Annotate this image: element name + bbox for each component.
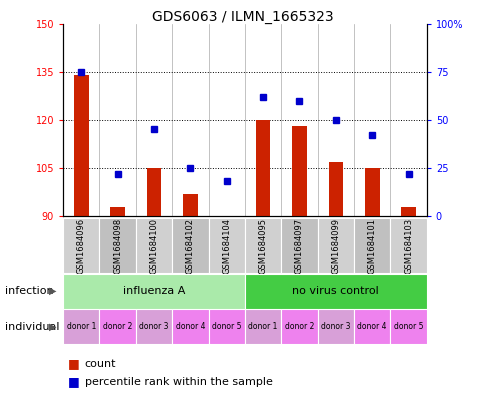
Text: GSM1684095: GSM1684095 — [258, 218, 267, 274]
Text: donor 3: donor 3 — [139, 322, 168, 331]
Text: GSM1684102: GSM1684102 — [185, 218, 195, 274]
Text: ■: ■ — [68, 357, 79, 370]
Bar — [172, 309, 208, 344]
Text: infection: infection — [5, 286, 53, 296]
Bar — [353, 218, 390, 273]
Bar — [208, 218, 244, 273]
Bar — [291, 126, 306, 216]
Text: GDS6063 / ILMN_1665323: GDS6063 / ILMN_1665323 — [151, 10, 333, 24]
Bar — [63, 218, 99, 273]
Text: percentile rank within the sample: percentile rank within the sample — [85, 377, 272, 387]
Bar — [110, 207, 125, 216]
Bar — [136, 309, 172, 344]
Bar — [146, 168, 161, 216]
Text: GSM1684099: GSM1684099 — [331, 218, 340, 274]
Bar — [99, 309, 136, 344]
Bar — [63, 274, 244, 309]
Bar — [390, 309, 426, 344]
Text: donor 2: donor 2 — [284, 322, 314, 331]
Bar — [401, 207, 415, 216]
Text: donor 1: donor 1 — [66, 322, 96, 331]
Bar — [208, 309, 244, 344]
Bar — [364, 168, 378, 216]
Text: ▶: ▶ — [48, 286, 56, 296]
Text: GSM1684100: GSM1684100 — [149, 218, 158, 274]
Bar — [328, 162, 342, 216]
Text: donor 5: donor 5 — [393, 322, 423, 331]
Bar — [172, 218, 208, 273]
Bar — [256, 120, 270, 216]
Bar — [390, 218, 426, 273]
Text: GSM1684098: GSM1684098 — [113, 218, 122, 274]
Bar — [281, 309, 317, 344]
Text: GSM1684104: GSM1684104 — [222, 218, 231, 274]
Bar — [136, 218, 172, 273]
Bar — [353, 309, 390, 344]
Bar — [281, 218, 317, 273]
Bar — [317, 218, 353, 273]
Text: GSM1684096: GSM1684096 — [76, 218, 86, 274]
Text: GSM1684097: GSM1684097 — [294, 218, 303, 274]
Text: individual: individual — [5, 321, 59, 332]
Text: ▶: ▶ — [48, 321, 56, 332]
Bar — [317, 309, 353, 344]
Text: no virus control: no virus control — [292, 286, 378, 296]
Bar — [63, 309, 99, 344]
Text: donor 4: donor 4 — [357, 322, 386, 331]
Bar — [99, 218, 136, 273]
Text: donor 2: donor 2 — [103, 322, 132, 331]
Text: donor 1: donor 1 — [248, 322, 277, 331]
Bar — [74, 75, 89, 216]
Bar — [182, 194, 197, 216]
Text: ■: ■ — [68, 375, 79, 389]
Bar — [244, 218, 281, 273]
Text: count: count — [85, 358, 116, 369]
Text: donor 4: donor 4 — [175, 322, 205, 331]
Bar — [244, 309, 281, 344]
Bar — [244, 274, 426, 309]
Text: influenza A: influenza A — [122, 286, 185, 296]
Text: GSM1684103: GSM1684103 — [403, 218, 412, 274]
Text: donor 3: donor 3 — [320, 322, 350, 331]
Text: donor 5: donor 5 — [212, 322, 241, 331]
Text: GSM1684101: GSM1684101 — [367, 218, 376, 274]
